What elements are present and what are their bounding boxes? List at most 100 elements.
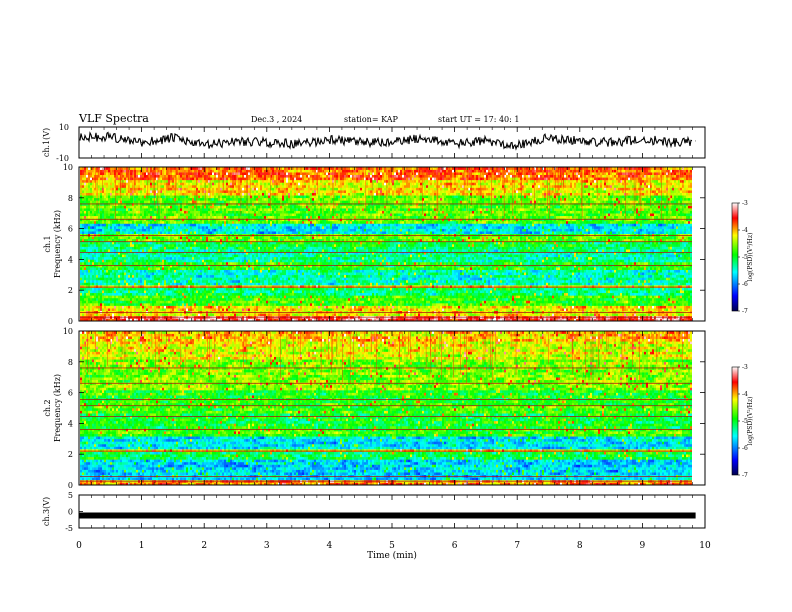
ch1-spec-cell <box>364 305 366 309</box>
ch1-spec-cell <box>154 297 156 301</box>
ch1-spec-cell <box>472 297 474 301</box>
ch1-spec-cell <box>278 287 280 291</box>
ch1-spec-cell <box>486 287 488 291</box>
ch1-spec-cell <box>662 318 664 322</box>
ch1-spec-cell <box>324 287 326 291</box>
ch1-spec-cell <box>588 300 590 304</box>
ch1-spec-cell <box>230 279 232 283</box>
ch1-spec-cell <box>594 290 596 294</box>
ch1-spec-cell <box>604 290 606 294</box>
ch1-spec-cell <box>204 279 206 283</box>
ch1-spec-cell <box>282 292 284 296</box>
ch1-spec-cell <box>126 292 128 296</box>
ch1-spec-cell <box>420 285 422 288</box>
ch1-spec-cell <box>188 313 190 317</box>
ch1-spec-cell <box>436 292 438 296</box>
ch1-spec-cell <box>264 295 266 299</box>
ch1-spec-cell <box>554 305 556 309</box>
ch1-spec-cell <box>506 318 508 322</box>
ch1-spec-cell <box>196 279 198 283</box>
ch1-spec-cell <box>164 303 166 306</box>
ch1-spec-cell <box>498 318 500 322</box>
ch1-spec-cell <box>100 279 102 283</box>
ch1-spec-cell <box>608 292 610 296</box>
ch1-spec-cell <box>236 295 238 299</box>
ch1-spec-cell <box>110 305 112 309</box>
ch1-spec-cell <box>82 290 84 294</box>
ch1-spec-cell <box>626 303 628 306</box>
ch1-spec-cell <box>478 295 480 299</box>
ch1-spec-cell <box>494 287 496 291</box>
ch1-spec-cell <box>388 279 390 283</box>
ch1-spec-cell <box>592 290 594 294</box>
ch1-spec-cell <box>296 285 298 288</box>
ch1-spec-cell <box>242 282 244 286</box>
ch1-spec-cell <box>642 292 644 296</box>
ch1-spec-cell <box>470 285 472 288</box>
ch1-spec-cell <box>360 282 362 286</box>
ch1-spec-cell <box>328 297 330 301</box>
ch1-spec-cell <box>588 305 590 309</box>
ch1-spec-cell <box>296 282 298 286</box>
ch1-spec-cell <box>570 308 572 312</box>
ch1-spec-cell <box>480 295 482 299</box>
ch1-spec-cell <box>82 277 84 281</box>
ch1-spec-cell <box>336 292 338 296</box>
ch1-spec-cell <box>468 318 470 322</box>
ch1-spec-cell <box>662 282 664 286</box>
ch1-spec-cell <box>436 282 438 286</box>
ch1-spec-cell <box>212 282 214 286</box>
ch1-spec-cell <box>384 300 386 304</box>
ch1-spec-cell <box>408 318 410 322</box>
ch1-spec-cell <box>436 295 438 299</box>
ch1-spec-cell <box>132 277 134 281</box>
ch1-spec-cell <box>86 292 88 296</box>
ch1-spec-cell <box>636 295 638 299</box>
ch1-spec-cell <box>508 303 510 306</box>
ch1-spec-cell <box>222 308 224 312</box>
ch1-spec-cell <box>174 318 176 322</box>
ch1-spec-cell <box>246 292 248 296</box>
ch1-spec-cell <box>416 295 418 299</box>
ch1-spec-cell <box>658 303 660 306</box>
ch1-spec-cell <box>342 295 344 299</box>
ch1-spec-cell <box>624 282 626 286</box>
ch1-spec-cell <box>176 287 178 291</box>
ch1-spec-cell <box>502 295 504 299</box>
ch1-spec-cell <box>298 313 300 317</box>
ch1-spec-cell <box>662 285 664 288</box>
ch1-spec-cell <box>264 287 266 291</box>
ch1-spec-cell <box>200 285 202 288</box>
ch1-spec-cell <box>374 292 376 296</box>
ch1-spec-cell <box>606 287 608 291</box>
ch1-spec-cell <box>132 303 134 306</box>
ch1-spec-cell <box>530 308 532 312</box>
ch1-spec-cell <box>578 279 580 283</box>
ch1-spec-cell <box>470 287 472 291</box>
ch1-spec-cell <box>382 290 384 294</box>
ch1-spec-cell <box>330 287 332 291</box>
ch1-spec-cell <box>660 285 662 288</box>
ch1-spec-cell <box>164 285 166 288</box>
ch1-spec-cell <box>514 308 516 312</box>
ch1-spec-cell <box>406 292 408 296</box>
ch1-spec-cell <box>246 303 248 306</box>
ch1-spec-cell <box>668 303 670 306</box>
ch1-spec-cell <box>326 318 328 322</box>
ch1-spec-cell <box>346 303 348 306</box>
ch1-spec-cell <box>460 292 462 296</box>
ch1-spec-cell <box>498 287 500 291</box>
ch1-spec-cell <box>554 295 556 299</box>
ch1-spec-cell <box>98 295 100 299</box>
ch1-spec-cell <box>250 305 252 309</box>
ch1-spec-cell <box>586 305 588 309</box>
ch1-spec-cell <box>406 290 408 294</box>
ch1-spec-cell <box>422 295 424 299</box>
ch1-spec-cell <box>186 282 188 286</box>
ch1-spec-cell <box>468 295 470 299</box>
ch1-spec-cell <box>138 285 140 288</box>
ch1-spec-cell <box>352 303 354 306</box>
ch1-spec-cell <box>616 305 618 309</box>
ch1-spec-cell <box>180 297 182 301</box>
ch1-spec-cell <box>142 295 144 299</box>
